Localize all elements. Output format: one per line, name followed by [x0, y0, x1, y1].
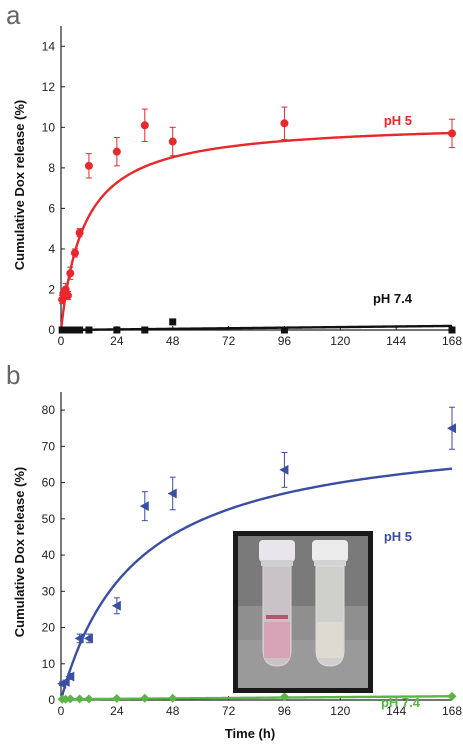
panel-b-point-ph5 [167, 488, 177, 499]
panel-a-x-tick-label: 48 [166, 334, 180, 348]
panel-b-y-tick-label: 60 [42, 476, 56, 490]
panel-b-x-tick-label: 120 [330, 704, 350, 718]
panel-a-y-tick-label: 8 [48, 161, 55, 175]
panel-a-point-ph5 [70, 248, 79, 257]
panel-b-fit-ph74 [60, 695, 453, 701]
panel-b-point-ph5 [83, 633, 93, 644]
panel-a-point-ph5 [140, 121, 149, 130]
panel-b-x-tick-label: 72 [222, 704, 236, 718]
panel-b-point-ph5 [111, 600, 121, 611]
panel-a-x-tick-label: 24 [110, 334, 124, 348]
panel-a-x-tick-label: 168 [442, 334, 462, 348]
panel-a-y-tick-label: 10 [42, 120, 56, 134]
panel-b-fit-ph5 [59, 467, 453, 701]
panel-b-point-ph5 [279, 464, 289, 475]
panel-b-point-ph74 [75, 694, 85, 704]
panel-a-point-ph74 [76, 326, 84, 334]
panel-b-point-ph74 [112, 694, 122, 704]
panel-b-y-tick-label: 40 [42, 548, 56, 562]
panel-a-point-ph74 [62, 326, 70, 334]
panel-a-x-tick-label: 120 [330, 334, 350, 348]
panel-a-y-tick-label: 2 [48, 282, 55, 296]
panel-a-point-ph5 [280, 119, 289, 128]
panel-b-y-tick-label: 0 [48, 693, 55, 707]
panel-b-x-tick-label: 48 [166, 704, 180, 718]
panel-a-point-ph74 [85, 326, 93, 334]
panel-b-y-tick-label: 70 [42, 439, 56, 453]
panel-a-x-tick-label: 96 [278, 334, 292, 348]
panel-b-point-ph5 [139, 501, 149, 512]
panel-a-point-ph74 [141, 326, 149, 334]
panel-a-point-ph5 [75, 228, 84, 237]
panel-b-label-ph74: pH 7.4 [381, 695, 421, 710]
panel-a-point-ph5 [84, 161, 93, 170]
panel-b-label-ph5: pH 5 [384, 529, 412, 544]
panel-b-point-ph74 [447, 691, 457, 701]
panel-a-letter: a [6, 0, 21, 30]
panel-a-point-ph5 [448, 129, 456, 138]
panel-b-x-tick-label: 144 [386, 704, 406, 718]
panel-a-point-ph74 [71, 326, 79, 334]
panel-a-point-ph5 [66, 269, 75, 278]
panel-a: a Cumulative Dox release (%) 02468101214… [6, 0, 462, 348]
panel-b-x-tick-label: 0 [58, 704, 65, 718]
panel-b-point-ph74 [279, 692, 289, 702]
panel-b-plot-area: 0 10 20 30 40 50 60 70 80 0 24 48 72 96 120 144 168 [42, 392, 462, 718]
panel-a-point-ph5 [63, 291, 72, 300]
panel-b-point-ph5 [65, 671, 75, 682]
panel-b-x-tick-label: 96 [278, 704, 292, 718]
panel-b-point-ph74 [84, 694, 94, 704]
panel-b-y-tick-label: 10 [42, 657, 56, 671]
vial-right-icon [312, 540, 348, 667]
panel-a-y-tick-label: 6 [48, 201, 55, 215]
panel-a-x-tick-label: 144 [386, 334, 406, 348]
panel-a-y-tick-label: 12 [42, 80, 56, 94]
panel-a-point-ph74 [280, 326, 288, 334]
panel-a-point-ph74 [113, 326, 121, 334]
panel-b-point-ph5 [447, 423, 456, 434]
panel-a-y-axis-label: Cumulative Dox release (%) [12, 100, 27, 271]
panel-a-y-tick-label: 14 [42, 39, 56, 53]
panel-b-x-tick-label: 168 [442, 704, 462, 718]
panel-a-fit-ph74 [60, 324, 453, 332]
panel-b-y-tick-label: 20 [42, 621, 56, 635]
panel-b-point-ph74 [168, 693, 178, 703]
panel-b-point-ph74 [65, 694, 75, 704]
panel-b-y-axis-label: Cumulative Dox release (%) [12, 467, 27, 638]
panel-b-x-tick-label: 24 [110, 704, 124, 718]
panel-a-point-ph74 [448, 326, 456, 334]
panel-b: b Cumulative Dox release (%) Time (h) 0 1… [6, 360, 462, 741]
panel-a-x-tick-label: 0 [58, 334, 65, 348]
panel-a-y-tick-label: 4 [48, 242, 55, 256]
panel-a-label-ph74: pH 7.4 [373, 291, 413, 306]
panel-b-letter: b [6, 360, 20, 390]
panel-a-point-ph5 [112, 147, 121, 156]
panel-b-point-ph74 [140, 693, 150, 703]
panel-a-point-ph74 [169, 318, 177, 326]
vials-inset-photo [233, 531, 373, 693]
panel-a-fit-ph5 [59, 131, 453, 331]
panel-b-y-tick-label: 30 [42, 584, 56, 598]
panel-b-point-ph5 [74, 633, 84, 644]
panel-a-point-ph5 [168, 137, 177, 146]
panel-a-point-ph74 [66, 326, 74, 334]
vial-left-icon [259, 540, 295, 667]
panel-b-y-tick-label: 80 [42, 403, 56, 417]
panel-a-y-tick-label: 0 [48, 323, 55, 337]
panel-b-x-axis-label: Time (h) [225, 726, 275, 741]
panel-a-label-ph5: pH 5 [384, 113, 412, 128]
panel-b-y-tick-label: 50 [42, 512, 56, 526]
panel-a-x-tick-label: 72 [222, 334, 236, 348]
